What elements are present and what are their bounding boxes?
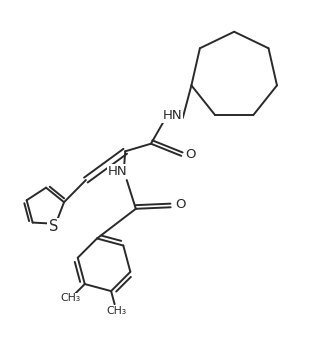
Text: HN: HN [108, 165, 128, 178]
Text: S: S [49, 219, 58, 234]
Text: CH₃: CH₃ [106, 306, 126, 316]
Text: CH₃: CH₃ [60, 293, 81, 303]
Text: HN: HN [162, 110, 182, 122]
Text: O: O [175, 198, 186, 211]
Text: O: O [185, 148, 196, 161]
